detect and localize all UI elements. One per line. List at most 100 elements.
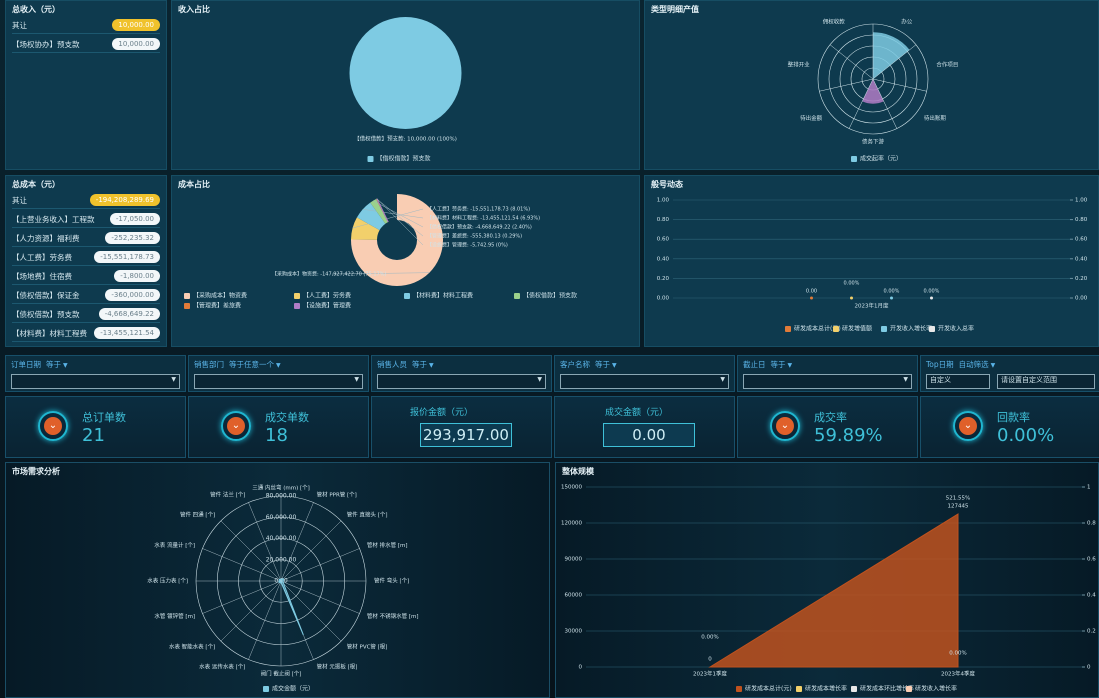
filter-label: 销售人员 等于 ▼ bbox=[377, 359, 434, 370]
y2-tick-label: 1 bbox=[1087, 485, 1091, 491]
leader-line bbox=[331, 272, 430, 275]
kpi-card: ⌄ 回款率 0.00% bbox=[920, 396, 1099, 458]
panel: 总成本（元） 其让 -194,208,289.69 【上营业务收入】工程款 -17,05… bbox=[5, 175, 167, 347]
radar-label: 水管 镀锌管 [m] bbox=[154, 612, 195, 620]
filter-dropdown[interactable]: ▼ bbox=[377, 374, 546, 389]
kpi-card: ⌄ 成交率 59.89% bbox=[737, 396, 918, 458]
filter: 销售部门 等于任意一个 ▼ ▼ bbox=[188, 355, 369, 392]
panel-title: 整体规模 bbox=[562, 467, 594, 476]
row-value: -17,050.00 bbox=[109, 213, 160, 225]
line-point bbox=[850, 296, 853, 300]
radar-label: 管材 PPR管 [个] bbox=[317, 491, 357, 499]
caret: ▼ bbox=[787, 362, 793, 369]
kpi-card: ⌄ 总订单数 21 bbox=[5, 396, 186, 458]
filter-op[interactable]: 等于 bbox=[770, 360, 786, 369]
slice-label: 【人工费】劳务费: -15,551,178.73 (8.01%) bbox=[427, 206, 530, 213]
filter-field: 订单日期 bbox=[11, 360, 41, 369]
legend-label: 【采购成本】物资费 bbox=[193, 292, 247, 300]
filter-select[interactable]: 自定义 bbox=[926, 374, 990, 389]
polar-spoke bbox=[872, 44, 917, 80]
point-label: 0.00% bbox=[884, 289, 900, 295]
legend-label: 研发成本增长率 bbox=[805, 685, 847, 693]
filter-field: 销售部门 bbox=[194, 360, 224, 369]
caret: ▼ bbox=[429, 362, 434, 369]
row-label: 【上营业务收入】工程款 bbox=[12, 214, 95, 224]
panel: 整体规模 0 30000 60000 90000 120000 150000 0 0.2 0.4 0… bbox=[555, 462, 1099, 698]
panel: 成本占比 【采购成本】物资费: -147,927,422.70 (75.17%) 【… bbox=[171, 175, 640, 347]
y-tick-label: 30000 bbox=[565, 629, 583, 635]
legend-label: 【材料费】材料工程费 bbox=[413, 292, 473, 300]
legend-swatch bbox=[851, 686, 857, 692]
y-tick-label: 0.00 bbox=[657, 296, 670, 302]
filter-dropdown[interactable]: ▼ bbox=[11, 374, 180, 389]
panel: 收入占比【借权借款】预支款: 10,000.00 (100%) 【借权借款】预支款 bbox=[171, 0, 640, 170]
polar-sector bbox=[862, 79, 884, 104]
panel-title: 总收入（元） bbox=[12, 5, 60, 14]
polar-spoke bbox=[872, 78, 898, 129]
slice-label: 【借权借款】预支款: 10,000.00 (100%) bbox=[354, 135, 457, 143]
x-tick-label: 2023年1月度 bbox=[855, 302, 889, 310]
legend-swatch bbox=[514, 293, 520, 299]
polar-spoke bbox=[829, 44, 874, 80]
legend-label: 研发成本总计(元) bbox=[794, 325, 841, 333]
filter-op[interactable]: 等于 bbox=[595, 360, 610, 369]
row-value: -13,455,121.54 bbox=[94, 327, 160, 339]
annotation: 521.55% bbox=[946, 496, 970, 502]
filter-op[interactable]: 等于 bbox=[412, 360, 427, 369]
kpi-label: 回款率 bbox=[997, 411, 1030, 424]
y2-tick-label: 0.4 bbox=[1087, 593, 1096, 599]
donut-slice bbox=[351, 217, 380, 240]
polar-label: 整排开业 bbox=[788, 60, 811, 68]
kpi-icon: ⌄ bbox=[221, 411, 251, 441]
line-point bbox=[930, 296, 933, 300]
point-label: 0.00 bbox=[806, 289, 817, 295]
list-row: 【人力资源】福利费 -252,235.32 bbox=[12, 230, 160, 247]
legend-label: 开发收入总率 bbox=[938, 325, 974, 333]
radar-spoke bbox=[202, 580, 282, 614]
kpi-card: ⌄ 成交单数 18 bbox=[188, 396, 369, 458]
filter-dropdown[interactable]: ▼ bbox=[743, 374, 912, 389]
y-tick-label: 0.80 bbox=[657, 217, 670, 223]
legend-label: 开发收入增长率 bbox=[890, 325, 932, 333]
radar-label: 管件 直接头 [个] bbox=[347, 511, 388, 519]
y2-tick-label: 0.00 bbox=[1075, 296, 1088, 302]
pie-slice bbox=[349, 17, 462, 129]
filter-op[interactable]: 等于 bbox=[46, 360, 61, 369]
kpi-icon: ⌄ bbox=[953, 411, 983, 441]
legend-label: 【设施费】管理费 bbox=[303, 302, 351, 310]
row-label: 【场权协办】预支款 bbox=[12, 39, 80, 49]
legend-swatch bbox=[929, 326, 935, 332]
panel-title: 收入占比 bbox=[178, 5, 210, 14]
list-row: 其让 -194,208,289.69 bbox=[12, 192, 160, 209]
filter-input[interactable]: 请设置自定义范围 bbox=[997, 374, 1095, 389]
row-label: 【场地费】住宿费 bbox=[12, 271, 72, 281]
slice-label: 【材料费】材料工程费: -13,455,121.54 (6.93%) bbox=[427, 215, 540, 222]
chart: 【借权借款】预支款: 10,000.00 (100%) 【借权借款】预支款 bbox=[349, 17, 462, 163]
polar-label: 债务下游 bbox=[862, 138, 885, 146]
panel-title: 类型明细产值 bbox=[651, 5, 699, 14]
y2-tick-label: 0.60 bbox=[1075, 237, 1088, 243]
filter-dropdown[interactable]: ▼ bbox=[560, 374, 729, 389]
filter-field: 客户名称 bbox=[560, 360, 590, 369]
y-tick-label: 0.60 bbox=[657, 237, 670, 243]
legend-swatch bbox=[184, 303, 190, 309]
list-row: 其让 10,000.00 bbox=[12, 17, 160, 34]
panel-title: 般号动态 bbox=[651, 180, 683, 189]
filter-op[interactable]: 自动筛选 bbox=[958, 360, 989, 369]
panel-title: 成本占比 bbox=[178, 180, 210, 189]
radar-area bbox=[277, 578, 304, 636]
leader-line bbox=[372, 200, 424, 228]
chart: 0.0020,000.0040,000.0060,000.0080,000.00… bbox=[147, 484, 418, 693]
kpi-icon: ⌄ bbox=[38, 411, 68, 441]
list-row: 【上营业务收入】工程款 -17,050.00 bbox=[12, 211, 160, 228]
slice-label: 【管理费】差旅费: -555,380.13 (0.29%) bbox=[427, 233, 522, 240]
legend-label: 【人工费】劳务费 bbox=[303, 292, 351, 300]
chart: 0.00 0.20 0.40 0.60 0.80 1.00 0.00 0.20 0.40 0.60… bbox=[657, 198, 1088, 333]
row-value: -1,800.00 bbox=[114, 270, 160, 282]
filter-dropdown[interactable]: ▼ bbox=[194, 374, 363, 389]
y-tick-label: 0.20 bbox=[657, 276, 670, 282]
filter-op[interactable]: 等于任意一个 bbox=[229, 360, 274, 369]
filter-label: Top日期 自动筛选 ▼ bbox=[926, 359, 995, 370]
